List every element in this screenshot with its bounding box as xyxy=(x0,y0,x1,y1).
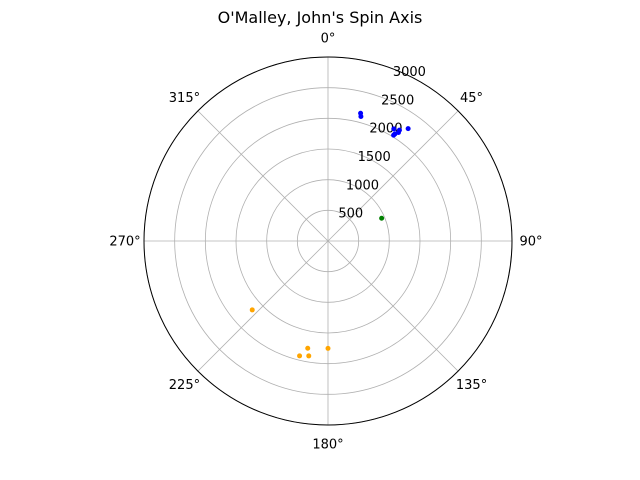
angle-tick-label: 180° xyxy=(312,438,343,453)
radius-tick-label: 3000 xyxy=(393,65,426,80)
data-point-series-0 xyxy=(358,113,364,119)
angle-gridline-315 xyxy=(197,110,329,242)
polar-frame xyxy=(143,56,513,426)
radius-tick-label: 1500 xyxy=(358,150,391,165)
data-point-series-2 xyxy=(305,345,311,351)
data-point-series-0 xyxy=(391,132,397,138)
angle-gridline-135 xyxy=(327,240,459,372)
angle-tick-label: 270° xyxy=(109,235,140,250)
angle-tick-label: 45° xyxy=(460,91,483,106)
angle-tick-label: 0° xyxy=(321,32,336,47)
radius-tick-label: 2500 xyxy=(381,93,414,108)
radius-tick-label: 1000 xyxy=(346,178,379,193)
data-points xyxy=(249,110,411,359)
data-point-series-2 xyxy=(325,345,331,351)
data-point-series-2 xyxy=(306,353,312,359)
angle-tick-label: 315° xyxy=(169,91,200,106)
angle-tick-label: 135° xyxy=(456,378,487,393)
angle-tick-label: 225° xyxy=(169,378,200,393)
data-point-series-0 xyxy=(391,126,397,132)
data-point-series-2 xyxy=(297,353,303,359)
angle-tick-labels: 0° 45° 90° 135° 180° 225° 270° 315° xyxy=(109,32,542,453)
chart-title: O'Malley, John's Spin Axis xyxy=(218,8,423,27)
angle-tick-label: 90° xyxy=(519,235,542,250)
angle-gridline-225 xyxy=(197,240,329,372)
data-point-series-2 xyxy=(249,307,255,313)
polar-grid xyxy=(143,56,513,426)
data-point-series-0 xyxy=(405,126,411,132)
radius-tick-label: 500 xyxy=(338,207,363,222)
data-point-series-1 xyxy=(379,215,385,221)
angle-gridline-45 xyxy=(327,110,459,242)
